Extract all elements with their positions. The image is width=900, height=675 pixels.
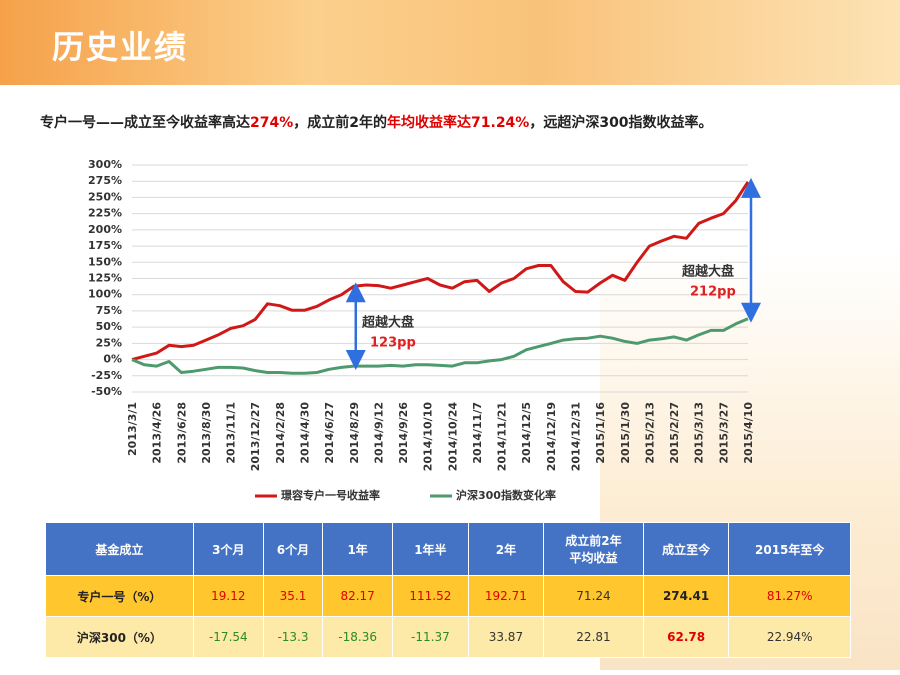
table-cell: -13.3 (262, 616, 324, 658)
series-line (131, 317, 749, 375)
x-tick-label: 2013/6/28 (175, 402, 188, 464)
y-tick-label: 275% (88, 174, 122, 187)
table-cell: 71.24 (543, 575, 644, 617)
y-tick-label: 250% (88, 190, 122, 203)
table-cell: 沪深300（%） (45, 616, 194, 658)
subtitle-part: 274% (250, 115, 294, 131)
x-tick-label: 2015/3/13 (693, 402, 706, 464)
legend-label: 璟容专户一号收益率 (281, 488, 380, 502)
y-tick-label: 225% (88, 207, 122, 220)
y-tick-label: 150% (88, 255, 122, 268)
x-tick-label: 2013/11/1 (225, 402, 238, 464)
x-tick-label: 2013/12/27 (249, 402, 262, 471)
table-cell: 111.52 (392, 575, 469, 617)
y-tick-label: 200% (88, 223, 122, 236)
table-cell: 19.12 (192, 575, 264, 617)
table-row: 专户一号（%） 19.12 35.1 82.17 111.52 192.71 71.24 27… (45, 575, 851, 617)
table-cell: 35.1 (262, 575, 324, 617)
header-cell: 成立前2年 平均收益 (543, 522, 644, 576)
x-tick-label: 2014/6/27 (323, 402, 336, 464)
y-tick-label: 25% (96, 336, 122, 349)
y-tick-label: 100% (88, 288, 122, 301)
performance-table: 基金成立 3个月 6个月 1年 1年半 2年 成立前2年 平均收益 成立至今 2015年至今 专户… (45, 522, 851, 658)
x-tick-label: 2015/4/10 (742, 402, 755, 464)
y-tick-label: 125% (88, 272, 122, 285)
header-cell: 基金成立 (45, 522, 194, 576)
subtitle: 专户一号——成立至今收益率高达274%，成立前2年的年均收益率达71.24%，远… (40, 112, 713, 132)
annotation-value: 212pp (690, 285, 736, 300)
header-cell: 6个月 (262, 522, 324, 576)
y-tick-label: -50% (91, 385, 122, 398)
table-cell: 22.81 (543, 616, 644, 658)
table-cell: -17.54 (192, 616, 264, 658)
y-tick-label: 300% (88, 158, 122, 171)
legend-label: 沪深300指数变化率 (456, 488, 556, 502)
x-tick-label: 2015/2/27 (668, 402, 681, 464)
x-tick-label: 2013/3/1 (126, 402, 139, 456)
y-tick-label: -25% (91, 369, 122, 382)
x-tick-label: 2015/1/16 (594, 402, 607, 464)
table-cell: -18.36 (322, 616, 394, 658)
table-cell: 专户一号（%） (45, 575, 194, 617)
x-tick-label: 2015/3/27 (717, 402, 730, 464)
series-line (131, 181, 750, 362)
header-cell: 1年半 (392, 522, 469, 576)
table-cell: 33.87 (467, 616, 545, 658)
table-cell: -11.37 (392, 616, 469, 658)
x-tick-label: 2014/8/29 (348, 402, 361, 464)
table-cell: 22.94% (728, 616, 851, 658)
y-tick-label: 50% (96, 320, 122, 333)
annotation-value: 123pp (370, 336, 416, 351)
subtitle-part: ，远超沪深300指数收益率。 (529, 115, 713, 131)
x-tick-label: 2014/2/28 (274, 402, 287, 464)
x-tick-label: 2015/1/30 (619, 402, 632, 464)
subtitle-part: 年均收益率达71.24% (387, 115, 530, 131)
x-tick-label: 2014/12/31 (570, 402, 583, 471)
table-cell: 81.27% (728, 575, 851, 617)
slide-title: 历史业绩 (52, 28, 189, 66)
table-cell: 192.71 (467, 575, 545, 617)
header-cell: 2015年至今 (728, 522, 851, 576)
x-tick-label: 2013/4/26 (151, 402, 164, 464)
x-tick-label: 2014/12/19 (545, 402, 558, 471)
banner: 历史业绩 (0, 0, 900, 85)
x-tick-label: 2015/2/13 (643, 402, 656, 464)
x-tick-label: 2013/8/30 (200, 402, 213, 464)
subtitle-part: 专户一号——成立至今收益率高达 (40, 115, 250, 131)
header-cell: 1年 (322, 522, 394, 576)
annotation-label: 超越大盘 (362, 315, 414, 331)
x-tick-label: 2014/4/30 (298, 402, 311, 464)
x-tick-label: 2014/9/26 (397, 402, 410, 464)
header-cell: 3个月 (192, 522, 264, 576)
header-cell: 成立至今 (642, 522, 730, 576)
y-tick-label: 0% (103, 353, 122, 366)
x-tick-label: 2014/12/5 (520, 402, 533, 464)
x-tick-label: 2014/9/12 (372, 402, 385, 464)
annotation-label: 超越大盘 (682, 264, 734, 280)
x-tick-label: 2014/10/10 (422, 402, 435, 472)
header-cell: 2年 (467, 522, 545, 576)
y-tick-label: 175% (88, 239, 122, 252)
table-cell: 82.17 (322, 575, 394, 617)
table-cell: 62.78 (642, 616, 730, 658)
table-cell: 274.41 (642, 575, 730, 617)
x-tick-label: 2014/10/24 (446, 402, 459, 472)
subtitle-part: ，成立前2年的 (293, 115, 388, 131)
x-tick-label: 2014/11/7 (471, 402, 484, 464)
y-tick-label: 75% (96, 304, 122, 317)
x-tick-label: 2014/11/21 (496, 402, 509, 471)
table-row: 沪深300（%） -17.54 -13.3 -18.36 -11.37 33.87 22.8… (45, 616, 851, 658)
